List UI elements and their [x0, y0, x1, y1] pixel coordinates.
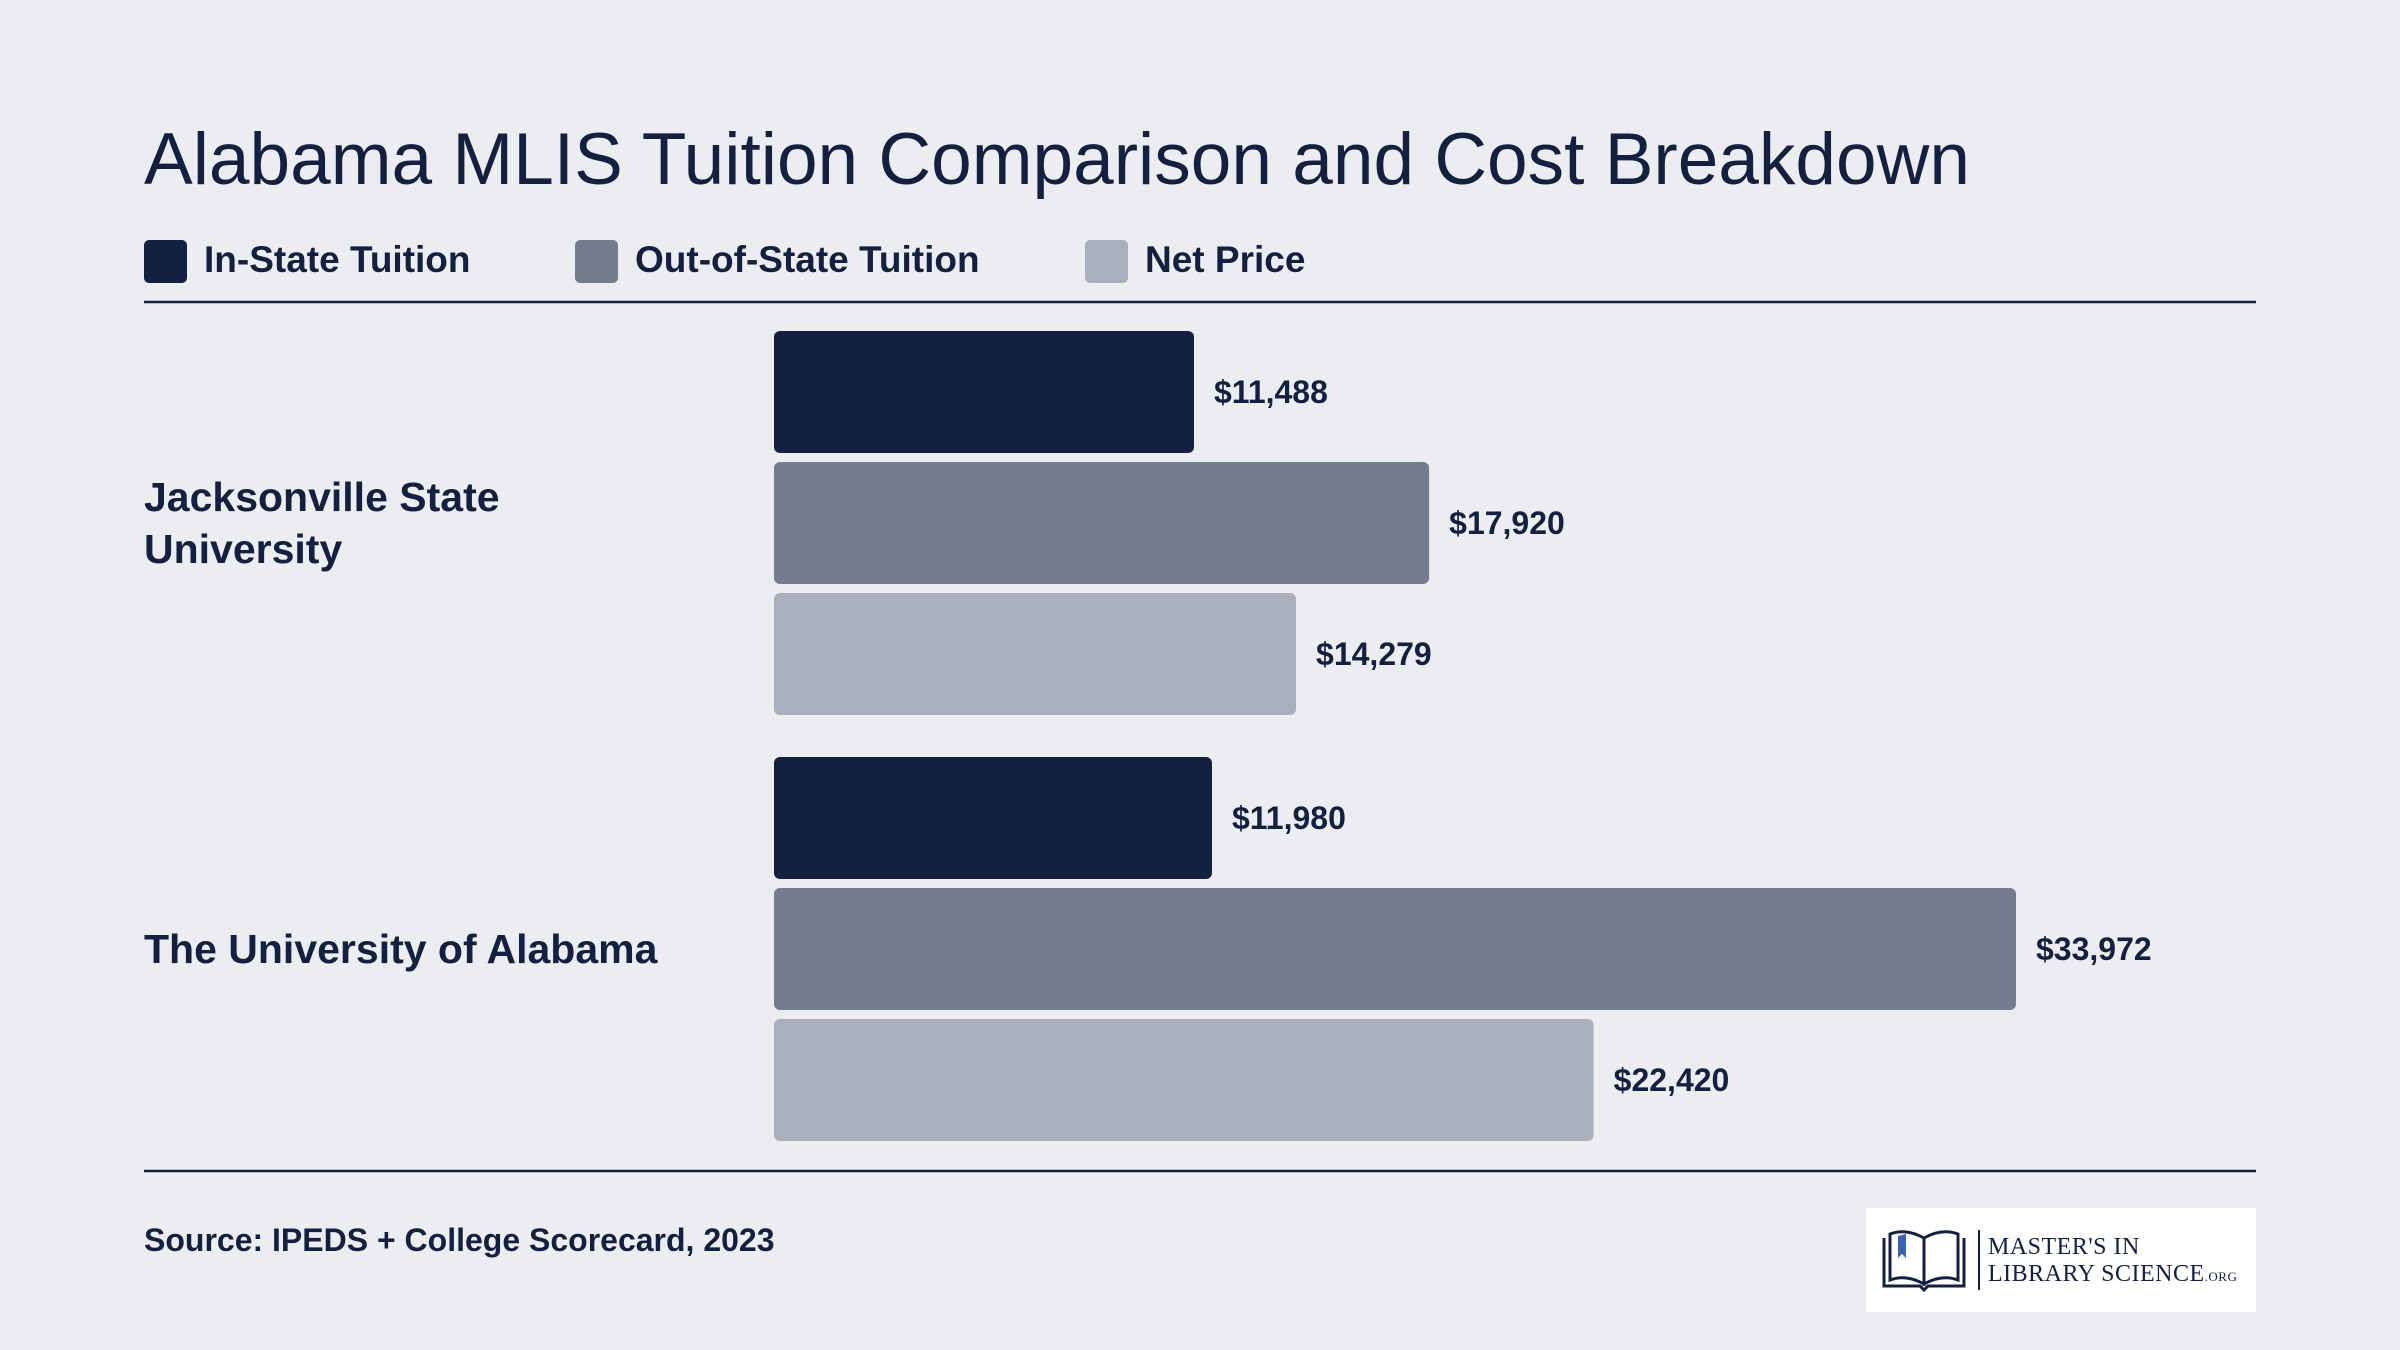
- chart-title: Alabama MLIS Tuition Comparison and Cost…: [144, 119, 1970, 200]
- legend-swatch: [575, 240, 618, 283]
- legend-label: Net Price: [1145, 239, 1305, 280]
- legend-label: Out-of-State Tuition: [635, 239, 980, 280]
- logo-suffix: .ORG: [2204, 1269, 2238, 1284]
- value-label: $11,980: [1232, 800, 1346, 836]
- bar: [774, 757, 1212, 879]
- category-label: Jacksonville State University: [144, 474, 500, 572]
- category-label: The University of Alabama: [144, 926, 658, 972]
- bar: [774, 462, 1430, 584]
- logo: MASTER'S IN LIBRARY SCIENCE.ORG: [1866, 1208, 2256, 1312]
- bar: [774, 331, 1194, 453]
- logo-line: LIBRARY SCIENCE: [1988, 1261, 2205, 1287]
- value-label: $17,920: [1449, 505, 1565, 541]
- bar: [774, 888, 2016, 1010]
- logo-line: MASTER'S IN: [1988, 1234, 2140, 1260]
- value-label: $14,279: [1316, 636, 1432, 672]
- source-note: Source: IPEDS + College Scorecard, 2023: [144, 1222, 775, 1258]
- value-label: $22,420: [1614, 1062, 1730, 1098]
- legend-swatch: [144, 240, 187, 283]
- value-label: $11,488: [1214, 374, 1328, 410]
- legend-label: In-State Tuition: [204, 239, 471, 280]
- legend-swatch: [1085, 240, 1128, 283]
- bar: [774, 1019, 1594, 1141]
- logo-icon: [1882, 1230, 1966, 1293]
- bar: [774, 593, 1297, 715]
- logo-text: MASTER'S IN LIBRARY SCIENCE.ORG: [1988, 1234, 2237, 1290]
- value-label: $33,972: [2036, 931, 2152, 967]
